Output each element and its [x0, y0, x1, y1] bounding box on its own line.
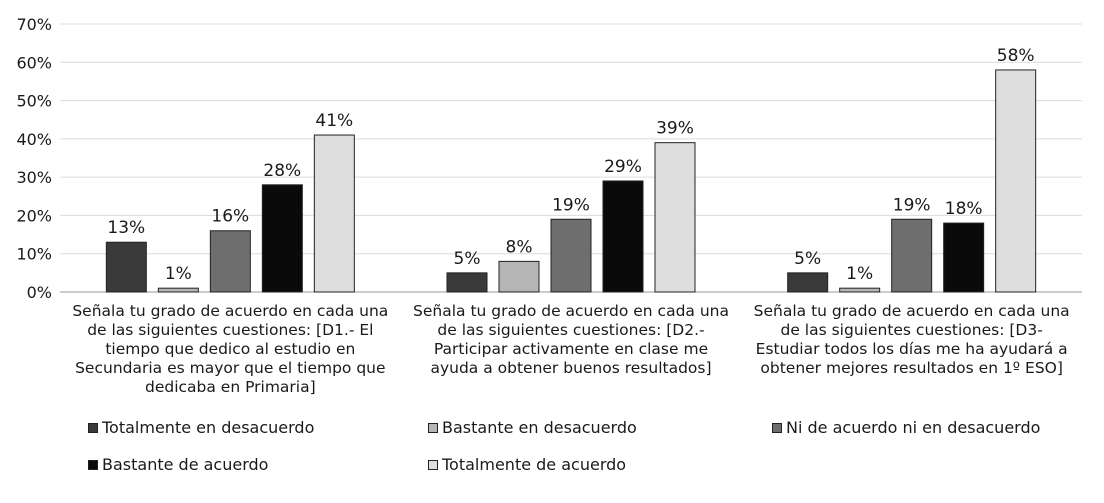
bar	[209, 230, 251, 293]
category-label: Señala tu grado de acuerdo en cada una d…	[72, 302, 389, 396]
bar	[602, 180, 644, 293]
data-label: 29%	[604, 157, 642, 177]
y-tick-label: 0%	[27, 283, 52, 302]
legend-item: Bastante en desacuerdo	[428, 418, 637, 437]
data-label: 1%	[846, 264, 873, 284]
y-tick-label: 20%	[16, 206, 52, 225]
data-label: 58%	[997, 46, 1035, 66]
y-tick-label: 60%	[16, 53, 52, 72]
bar	[498, 260, 540, 293]
category-label: Señala tu grado de acuerdo en cada una d…	[413, 302, 729, 377]
data-label: 16%	[211, 207, 249, 227]
bar	[891, 218, 933, 293]
data-label: 41%	[315, 111, 353, 131]
legend-label: Bastante en desacuerdo	[442, 418, 637, 437]
bar	[787, 272, 829, 293]
legend-label: Totalmente de acuerdo	[442, 455, 627, 474]
bar	[105, 241, 147, 293]
y-tick-label: 70%	[16, 15, 52, 34]
bar	[261, 184, 303, 293]
legend-swatch	[428, 422, 438, 433]
legend-swatch	[88, 422, 98, 433]
data-label: 19%	[893, 195, 931, 215]
bar	[446, 272, 488, 293]
data-label: 19%	[552, 195, 590, 215]
legend-swatch	[428, 459, 438, 470]
legend-item: Ni de acuerdo ni en desacuerdo	[772, 418, 1040, 437]
legend-label: Totalmente en desacuerdo	[102, 418, 315, 437]
bar	[839, 287, 881, 293]
legend-label: Ni de acuerdo ni en desacuerdo	[786, 418, 1041, 437]
data-label: 13%	[107, 218, 145, 238]
y-tick-label: 10%	[16, 245, 52, 264]
legend-item: Totalmente de acuerdo	[428, 455, 626, 474]
bar	[995, 69, 1037, 293]
bar	[313, 134, 355, 293]
legend-swatch	[88, 459, 98, 470]
data-label: 8%	[506, 237, 533, 257]
data-label: 39%	[656, 119, 694, 139]
legend-label: Bastante de acuerdo	[102, 455, 269, 474]
legend-item: Totalmente en desacuerdo	[88, 418, 314, 437]
data-label: 5%	[454, 249, 481, 269]
y-tick-label: 40%	[16, 130, 52, 149]
y-tick-label: 50%	[16, 92, 52, 111]
bar	[654, 142, 696, 293]
bar	[157, 287, 199, 293]
y-tick-label: 30%	[16, 168, 52, 187]
legend-swatch	[772, 422, 782, 433]
bar	[943, 222, 985, 293]
data-label: 5%	[794, 249, 821, 269]
data-label: 1%	[165, 264, 192, 284]
category-label: Señala tu grado de acuerdo en cada una d…	[753, 302, 1070, 377]
legend-item: Bastante de acuerdo	[88, 455, 268, 474]
data-label: 28%	[263, 161, 301, 181]
bar	[550, 218, 592, 293]
data-label: 18%	[945, 199, 983, 219]
